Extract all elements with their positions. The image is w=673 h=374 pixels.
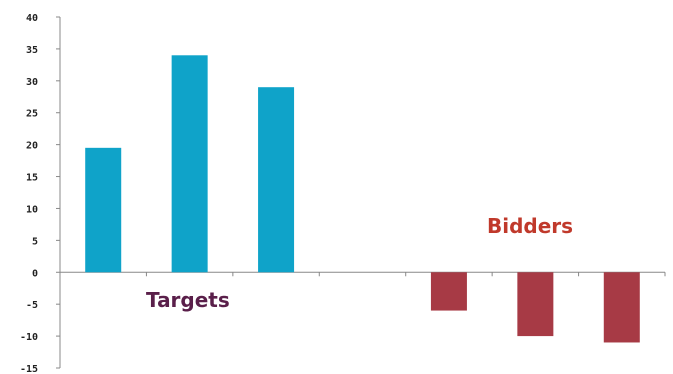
y-tick-label: 30 — [26, 77, 38, 88]
y-tick-label: 20 — [26, 141, 38, 152]
x-axis — [60, 271, 666, 277]
y-tick-label: 15 — [26, 173, 38, 184]
y-tick-label: 40 — [26, 13, 38, 24]
bar-5 — [430, 272, 467, 311]
y-tick-label: -15 — [20, 364, 38, 374]
annotation-bidders: Bidders — [487, 214, 573, 238]
bar-1 — [85, 147, 122, 273]
bars — [85, 55, 640, 343]
bar-7 — [603, 272, 640, 343]
y-tick-label: 25 — [26, 109, 38, 120]
annotation-targets: Targets — [146, 288, 230, 312]
bar-3 — [258, 87, 295, 273]
bar-6 — [517, 272, 554, 337]
y-tick-label: 5 — [32, 236, 38, 247]
y-tick-label: -5 — [26, 300, 38, 311]
y-tick-label: -10 — [20, 332, 38, 343]
y-tick-label: 0 — [32, 268, 38, 279]
y-tick-label: 10 — [26, 204, 38, 215]
y-tick-label: 35 — [26, 45, 38, 56]
bar-2 — [171, 55, 208, 273]
y-axis: 40 35 30 25 20 15 10 5 0 -5 -10 -15 — [20, 13, 61, 374]
